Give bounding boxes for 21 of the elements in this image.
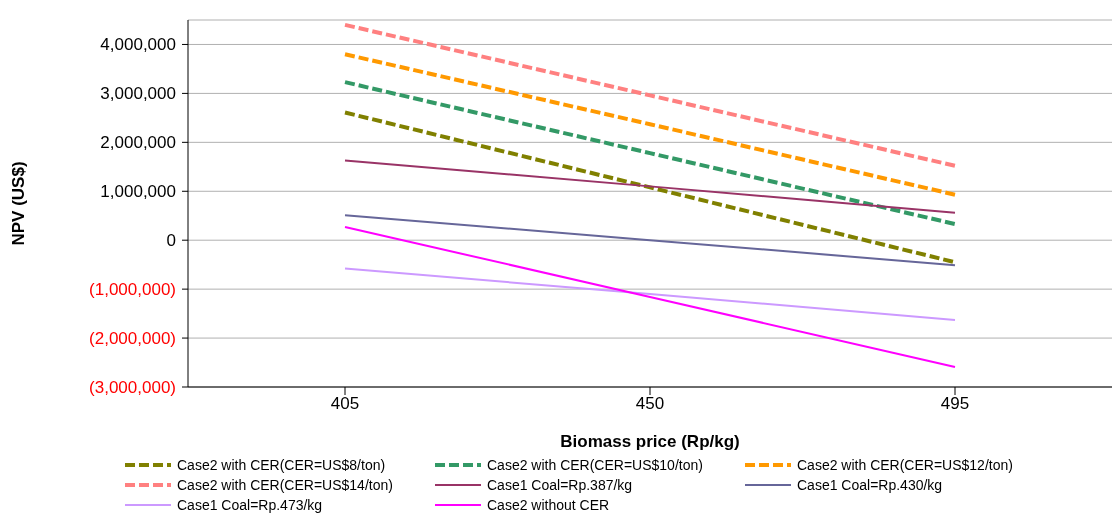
legend-label: Case2 without CER <box>487 497 610 513</box>
x-tick-label: 450 <box>635 394 665 414</box>
y-tick-label: (3,000,000) <box>89 378 176 397</box>
y-tick-label: 2,000,000 <box>100 133 176 153</box>
legend-label: Case2 with CER(CER=US$12/ton) <box>797 457 1013 473</box>
x-axis-title: Biomass price (Rp/kg) <box>560 432 740 451</box>
y-tick-label: 3,000,000 <box>100 84 176 104</box>
x-tick-label: 405 <box>330 394 360 414</box>
y-axis-title: NPV (US$) <box>9 161 29 246</box>
y-tick-label: (2,000,000) <box>89 329 176 349</box>
legend-label: Case1 Coal=Rp.473/kg <box>177 497 323 513</box>
y-tick-label: 4,000,000 <box>100 35 176 55</box>
x-tick-label: 495 <box>940 394 970 414</box>
y-tick-label: 0 <box>166 231 176 251</box>
y-tick-label: 1,000,000 <box>100 182 176 202</box>
legend-label: Case2 with CER(CER=US$8/ton) <box>177 457 386 473</box>
y-tick-label: (1,000,000) <box>89 280 176 300</box>
legend-label: Case2 with CER(CER=US$14/ton) <box>177 477 393 493</box>
legend-label: Case1 Coal=Rp.430/kg <box>797 477 943 493</box>
legend-label: Case1 Coal=Rp.387/kg <box>487 477 633 493</box>
legend-label: Case2 with CER(CER=US$10/ton) <box>487 457 703 473</box>
